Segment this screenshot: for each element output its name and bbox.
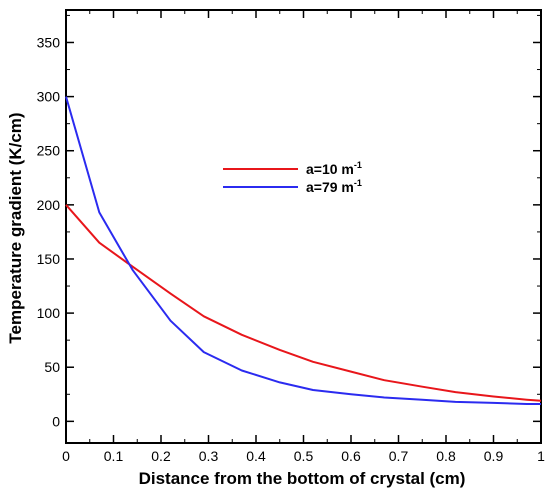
x-tick-label: 0.6 [341,448,361,464]
y-tick-label: 350 [37,34,61,50]
x-tick-label: 0.9 [484,448,504,464]
x-tick-label: 0.5 [294,448,314,464]
x-tick-label: 0 [62,448,70,464]
series-line-1 [65,204,542,402]
x-tick-label: 1 [537,448,545,464]
legend-label-series-2: a=79 m-1 [306,178,362,195]
y-tick-label: 150 [37,251,61,267]
x-tick-label: 0.4 [246,448,266,464]
x-tick-label: 0.1 [104,448,124,464]
y-tick-label: 200 [37,197,61,213]
y-tick-label: 100 [37,305,61,321]
x-axis-title: Distance from the bottom of crystal (cm) [139,469,466,488]
y-tick-label: 0 [52,413,60,429]
y-tick-label: 250 [37,143,61,159]
legend-label-series-1: a=10 m-1 [306,160,362,177]
series-line-2 [65,96,541,405]
y-axis-title: Temperature gradient (K/cm) [6,112,25,343]
plot-frame [65,9,542,444]
x-tick-label: 0.2 [151,448,171,464]
legend: a=10 m-1 a=79 m-1 [223,160,362,195]
x-tick-label: 0.3 [199,448,219,464]
y-tick-label: 300 [37,89,61,105]
x-tick-label: 0.8 [436,448,456,464]
y-tick-label: 50 [44,359,60,375]
x-tick-label: 0.7 [389,448,409,464]
